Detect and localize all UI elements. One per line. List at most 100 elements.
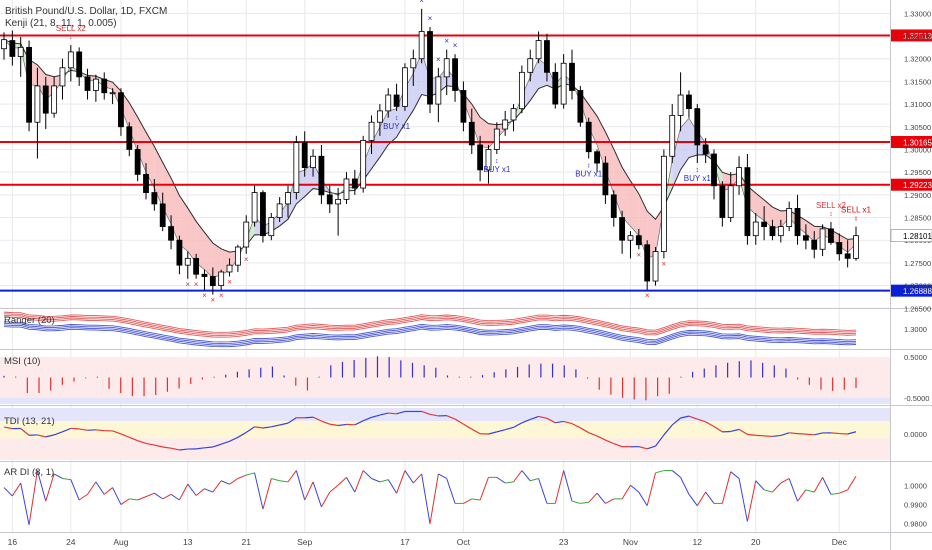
ardi-line-segment	[688, 494, 698, 506]
band-segment	[371, 127, 380, 169]
candle-body	[42, 85, 49, 114]
tdi-line-segment	[563, 420, 573, 425]
ardi-line-segment	[212, 480, 222, 493]
tdi-line-segment	[220, 440, 230, 445]
candle-body	[301, 142, 308, 169]
tdi-line-segment	[37, 434, 46, 438]
tdi-line-segment	[112, 430, 122, 435]
price-tick-label: 1.30500	[904, 123, 931, 132]
candle-body	[652, 251, 659, 282]
time-tick-label: Dec	[832, 537, 848, 547]
signal-label: BUY x1	[575, 170, 603, 179]
candle-body	[176, 239, 183, 266]
candle-body	[335, 198, 342, 205]
candle-body	[159, 203, 166, 227]
tdi-line-segment	[738, 428, 748, 435]
tdi-mid-band	[0, 421, 890, 439]
tdi-line-segment	[847, 431, 857, 435]
ranger-lower-line	[3, 321, 857, 343]
ardi-line-segment	[538, 478, 548, 504]
candle-body	[427, 31, 433, 105]
ardi-line-segment	[145, 492, 155, 498]
candle-body	[385, 94, 392, 112]
level-price-label: 1.30165	[903, 138, 932, 147]
tdi-line-segment	[3, 426, 13, 430]
ardi-line-segment	[571, 500, 581, 504]
tdi-line-segment	[196, 447, 205, 450]
band-segment	[588, 104, 598, 146]
ardi-line-segment	[580, 501, 589, 504]
tdi-line-segment	[463, 423, 473, 430]
ardi-tick-label: 0.9900	[904, 501, 927, 510]
time-tick-label: 21	[242, 537, 252, 547]
band-segment	[630, 180, 639, 236]
band-segment	[622, 167, 631, 227]
candle-body	[209, 276, 216, 286]
tdi-line-segment	[429, 413, 439, 417]
tdi-line-segment	[204, 446, 213, 449]
tdi-line-segment	[354, 420, 364, 426]
tdi-line-segment	[45, 434, 55, 438]
ardi-line-segment	[847, 475, 857, 491]
tdi-line-segment	[546, 417, 556, 424]
band-segment	[764, 199, 773, 229]
band-segment	[688, 118, 698, 158]
ardi-line-segment	[254, 472, 264, 510]
tdi-line-segment	[521, 418, 531, 424]
candle-body	[452, 58, 458, 91]
tdi-line-segment	[663, 424, 673, 436]
tdi-line-segment	[646, 445, 656, 450]
tdi-line-segment	[179, 448, 188, 451]
tdi-line-segment	[596, 435, 606, 441]
tdi-line-segment	[62, 427, 72, 433]
candle-body	[243, 221, 250, 248]
candle-body	[660, 155, 667, 252]
candle-body	[627, 235, 634, 241]
price-tick-label: 1.29000	[904, 191, 931, 200]
band-segment	[597, 116, 606, 170]
candle-body	[610, 194, 617, 218]
ardi-line-segment	[797, 489, 807, 502]
tdi-line-segment	[170, 447, 180, 451]
tdi-line-segment	[496, 429, 506, 433]
ardi-line-segment	[62, 477, 71, 481]
tdi-line-segment	[697, 418, 706, 423]
ardi-line-segment	[655, 470, 665, 474]
candle-body	[260, 192, 266, 237]
price-tick-label: 1.28500	[904, 214, 931, 223]
tdi-line-segment	[262, 426, 272, 429]
ardi-line-segment	[822, 477, 832, 495]
symbol-title: British Pound/U.S. Dollar, 1D, FXCM	[5, 6, 167, 17]
ardi-line-segment	[3, 487, 13, 497]
time-tick-label: 23	[559, 537, 569, 547]
level-price-label: 1.29223	[903, 181, 932, 190]
ardi-line-segment	[830, 492, 840, 495]
time-tick-label: 24	[66, 537, 76, 547]
tdi-line-segment	[730, 428, 740, 433]
ardi-line-segment	[530, 478, 539, 482]
candle-body	[527, 58, 534, 73]
band-segment	[179, 195, 188, 252]
band-segment	[388, 108, 397, 145]
ranger-lower-line	[3, 324, 857, 346]
candle-body	[694, 108, 701, 146]
band-segment	[304, 163, 314, 197]
ardi-line-segment	[513, 470, 523, 483]
ardi-line-segment	[103, 487, 113, 495]
band-segment	[279, 202, 288, 226]
band-segment	[839, 234, 848, 253]
tdi-line-segment	[588, 432, 598, 437]
price-tick-label: 1.31500	[904, 77, 931, 86]
ardi-line-segment	[129, 498, 138, 501]
tdi-line-segment	[321, 420, 330, 425]
candle-body	[92, 78, 99, 91]
tdi-line-segment	[271, 424, 280, 428]
tdi-line-segment	[53, 431, 63, 436]
signal-x-mark: ×	[227, 278, 232, 287]
candle-body	[836, 242, 843, 255]
signal-markers: SELL x2↕BUY x1↕BUY x1↕BUY x1↕BUY x1↕SELL…	[56, 0, 872, 305]
ardi-line-segment	[320, 491, 331, 508]
ardi-line-segment	[178, 483, 189, 501]
tdi-line-segment	[304, 416, 314, 419]
candle-body	[443, 58, 450, 78]
